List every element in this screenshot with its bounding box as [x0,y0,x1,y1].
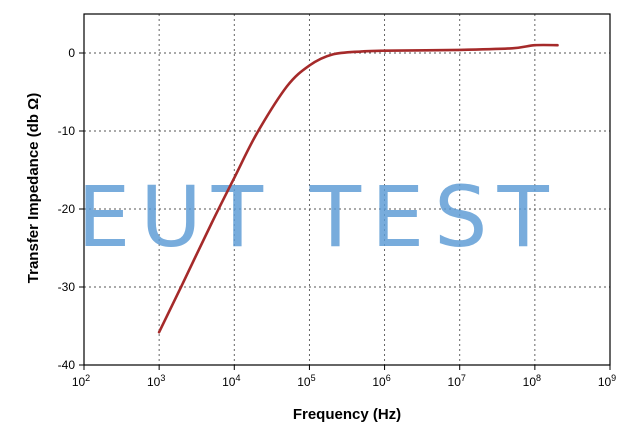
y-tick-labels: 0 -10 -20 -30 -40 [58,46,84,372]
plot-frame [83,13,611,366]
y-axis-title: Transfer Impedance (db Ω) [25,93,42,283]
y-tick-label: -10 [58,124,76,138]
y-tick-label: -20 [58,202,76,216]
series-line [157,43,559,334]
x-tick-label: 106 [372,373,390,389]
y-tick-label: -30 [58,280,76,294]
x-tick-label: 103 [147,373,165,389]
x-tick-labels: 102 103 104 105 106 107 108 109 [72,365,616,389]
grid-lines [84,14,610,365]
x-tick-label: 109 [598,373,616,389]
x-tick-label: 104 [222,373,240,389]
series-layer [157,43,559,334]
x-tick-label: 105 [297,373,315,389]
watermark: EUT TEST [77,168,559,266]
x-tick-label: 108 [523,373,541,389]
y-tick-label: -40 [58,358,76,372]
x-axis-title: Frequency (Hz) [293,406,401,423]
y-tick-label: 0 [68,46,75,60]
x-tick-label: 107 [448,373,466,389]
x-tick-label: 102 [72,373,90,389]
